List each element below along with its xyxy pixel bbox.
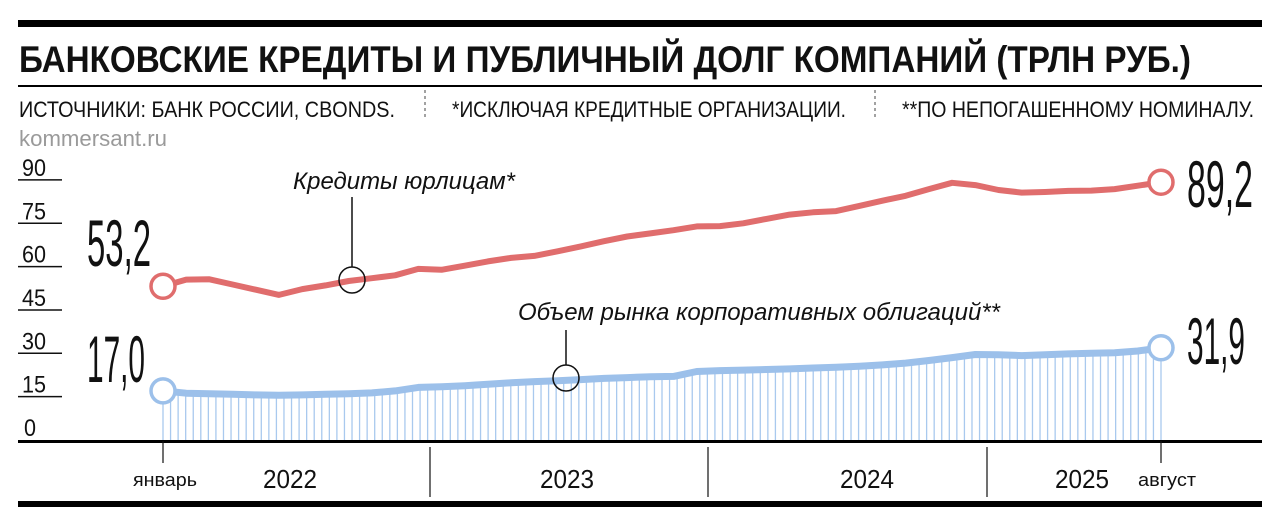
footnote-2: **ПО НЕПОГАШЕННОМУ НОМИНАЛУ.: [902, 97, 1254, 122]
bottom-rule: [18, 501, 1262, 507]
year-label-2022: 2022: [263, 464, 317, 494]
y-tick-label: 30: [22, 328, 46, 355]
year-label-2024: 2024: [840, 464, 894, 494]
loans-start-value: 53,2: [87, 206, 151, 280]
chart-title: БАНКОВСКИЕ КРЕДИТЫ И ПУБЛИЧНЫЙ ДОЛГ КОМП…: [19, 38, 1191, 80]
end-marker: [1147, 168, 1175, 196]
x-label-start: январь: [133, 470, 197, 490]
start-marker: [149, 377, 177, 405]
bonds-line: [159, 344, 1165, 399]
y-tick-label: 60: [22, 242, 46, 269]
bonds-start-value: 17,0: [87, 322, 145, 396]
year-label-2023: 2023: [540, 464, 594, 494]
bonds-end-value: 31,9: [1187, 304, 1245, 378]
y-axis: 0 15 30 45 60 75 90: [18, 155, 62, 442]
start-marker: [149, 272, 177, 301]
sources-text: ИСТОЧНИКИ: БАНК РОССИИ, CBONDS.: [19, 97, 395, 122]
y-tick-label: 45: [22, 285, 46, 312]
title-rule: [18, 85, 1262, 87]
y-tick-label: 75: [22, 198, 46, 225]
site-credit: kommersant.ru: [19, 126, 167, 151]
y-tick-label: 15: [22, 372, 46, 399]
series-label-bonds: Объем рынка корпоративных облигаций**: [518, 299, 1001, 326]
top-rule: [18, 20, 1262, 27]
year-label-2025: 2025: [1055, 464, 1109, 494]
series-lines: [149, 168, 1175, 405]
series-label-loans: Кредиты юрлицам*: [293, 168, 516, 195]
loans-line: [160, 179, 1164, 298]
bond-stripes: [162, 347, 1162, 440]
x-label-end: август: [1138, 470, 1196, 490]
footnote-1: *ИСКЛЮЧАЯ КРЕДИТНЫЕ ОРГАНИЗАЦИИ.: [452, 97, 846, 122]
y-tick-label: 0: [24, 415, 36, 442]
end-marker: [1147, 334, 1175, 362]
x-axis-line: [18, 440, 1262, 443]
y-tick-label: 90: [22, 155, 46, 182]
loans-end-value: 89,2: [1187, 147, 1253, 221]
